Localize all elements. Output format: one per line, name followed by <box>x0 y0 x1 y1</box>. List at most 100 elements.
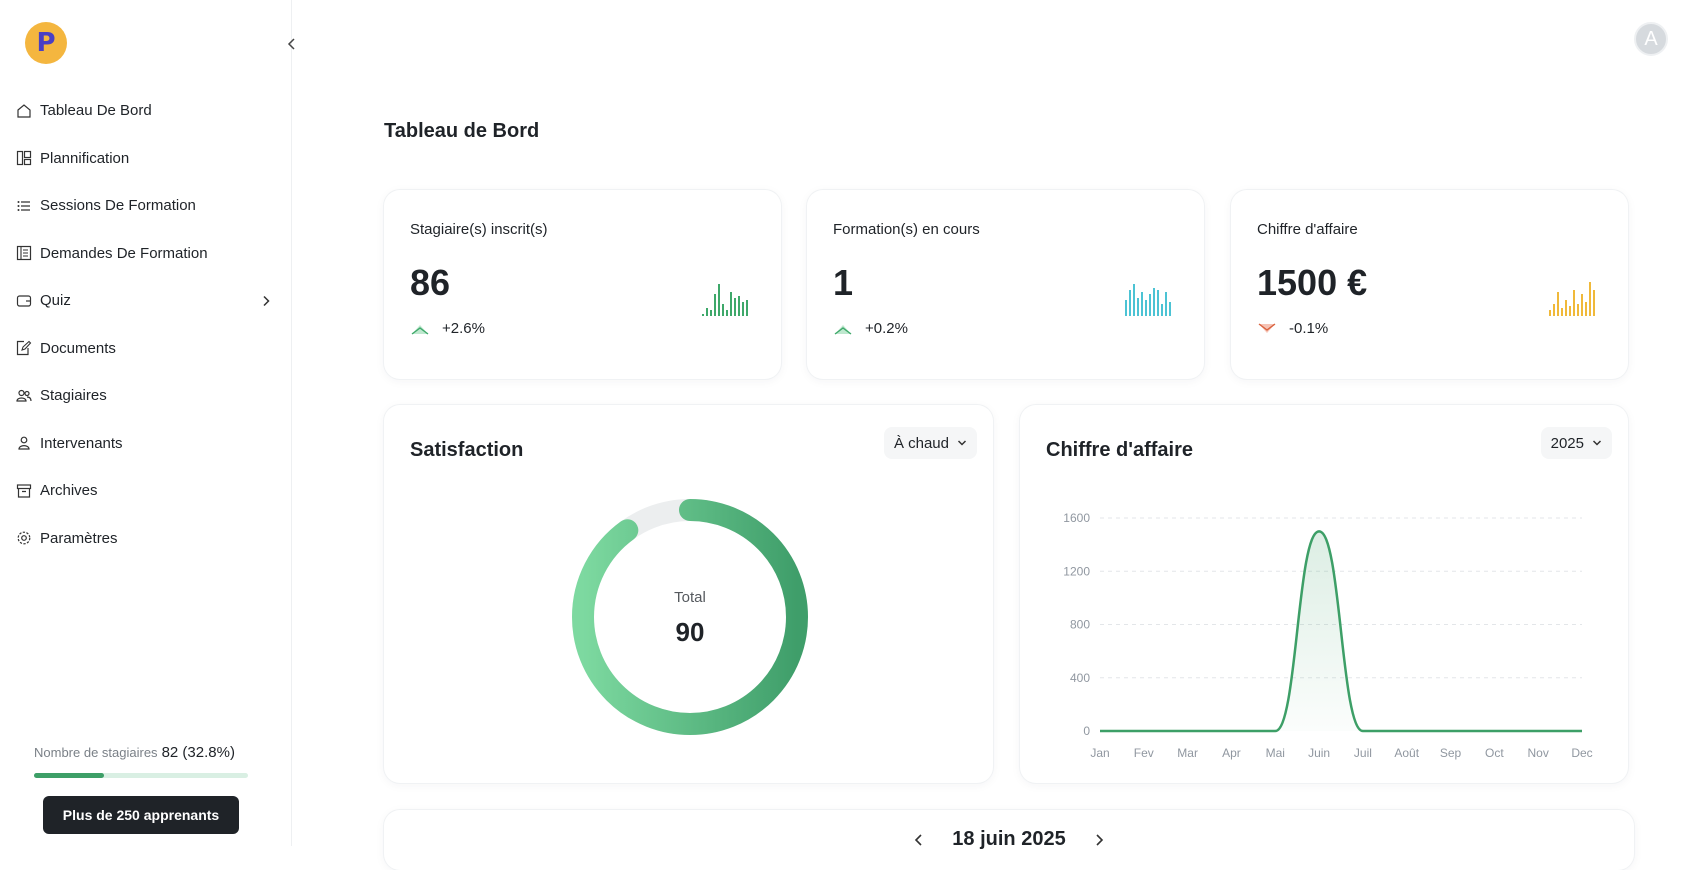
chevron-right-icon[interactable] <box>1092 833 1106 847</box>
kpi-card-revenue: Chiffre d'affaire 1500 € -0.1% <box>1231 190 1628 379</box>
satisfaction-title: Satisfaction <box>410 439 524 461</box>
sidebar-item-label: Tableau De Bord <box>40 102 152 120</box>
kpi-delta-value: +2.6% <box>442 320 485 337</box>
sidebar-item-label: Stagiaires <box>40 387 107 405</box>
year-value: 2025 <box>1550 434 1584 452</box>
home-icon <box>17 103 31 118</box>
user-icon <box>18 436 30 450</box>
revenue-area-chart: 0 400 800 1200 1600 Jan Fev Mar Apr Mai Juin Juil Ao… <box>1063 511 1592 760</box>
kpi-delta-value: -0.1% <box>1289 320 1329 337</box>
list-icon <box>17 200 30 211</box>
x-tick-label: Mai <box>1266 746 1285 760</box>
sparkline-chart <box>1125 284 1171 316</box>
chevron-down-icon <box>1592 440 1602 446</box>
y-tick-label: 1600 <box>1063 511 1090 525</box>
donut-total-value: 90 <box>675 617 705 647</box>
date-navigator: 18 juin 2025 <box>384 828 1634 851</box>
trainee-count-value: 82 (32.8%) <box>161 744 235 761</box>
x-tick-label: Août <box>1394 746 1419 760</box>
satisfaction-card: Satisfaction À chaud Total 90 <box>384 405 993 783</box>
x-tick-label: Oct <box>1485 746 1504 760</box>
sidebar-item-label: Quiz <box>40 292 71 310</box>
collapse-sidebar-button[interactable] <box>282 34 302 54</box>
sidebar-item-demandes-de-formation[interactable]: Demandes De Formation <box>0 230 292 278</box>
kpi-delta: +0.2% <box>833 320 908 337</box>
document-list-icon <box>16 246 32 261</box>
chevron-down-icon <box>957 440 967 446</box>
gear-icon <box>17 531 31 545</box>
sidebar-item-label: Sessions De Formation <box>40 197 196 215</box>
y-tick-label: 0 <box>1083 724 1090 738</box>
current-date: 18 juin 2025 <box>952 828 1066 850</box>
kpi-card-trainees: Stagiaire(s) inscrit(s) 86 +2.6% <box>384 190 781 379</box>
archive-icon <box>16 484 32 498</box>
kpi-value: 1 <box>833 262 854 303</box>
satisfaction-filter-dropdown[interactable]: À chaud <box>883 427 977 459</box>
x-tick-label: Juin <box>1308 746 1330 760</box>
donut-chart <box>572 499 808 735</box>
kpi-card-trainings: Formation(s) en cours 1 +0.2% <box>807 190 1204 379</box>
trend-down-icon <box>1258 322 1276 333</box>
year-dropdown[interactable]: 2025 <box>1540 427 1612 459</box>
app-logo[interactable]: P <box>25 22 67 64</box>
donut-arc <box>572 499 808 735</box>
sidebar-nav: Tableau De Bord Plannification Sessions … <box>0 87 292 562</box>
chevron-left-icon[interactable] <box>912 833 926 847</box>
sidebar-item-stagiaires[interactable]: Stagiaires <box>0 372 292 420</box>
wallet-icon <box>16 295 32 307</box>
sidebar-item-archives[interactable]: Archives <box>0 467 292 515</box>
series-line <box>1100 530 1582 733</box>
trainee-progress-fill <box>34 773 105 778</box>
trend-up-icon <box>411 324 429 335</box>
trainee-progress-bar <box>34 773 248 778</box>
satisfaction-filter-value: À chaud <box>893 434 949 452</box>
sidebar-item-label: Archives <box>40 482 98 500</box>
sidebar-item-parametres[interactable]: Paramètres <box>0 515 292 563</box>
revenue-chart-title: Chiffre d'affaire <box>1046 439 1194 461</box>
promo-badge[interactable]: Plus de 250 apprenants <box>43 796 239 834</box>
kpi-delta: -0.1% <box>1257 320 1328 337</box>
logo-letter: P <box>36 28 56 58</box>
sidebar-item-label: Intervenants <box>40 434 123 452</box>
kpi-delta: +2.6% <box>410 320 485 337</box>
calendar-card: 18 juin 2025 <box>384 810 1634 870</box>
x-tick-label: Mar <box>1177 746 1198 760</box>
sidebar-item-quiz[interactable]: Quiz <box>0 277 292 325</box>
trend-up-icon <box>834 324 852 335</box>
users-icon <box>16 389 32 402</box>
sidebar-item-sessions-de-formation[interactable]: Sessions De Formation <box>0 182 292 230</box>
user-avatar[interactable]: A <box>1634 22 1668 56</box>
kpi-label: Chiffre d'affaire <box>1257 221 1358 238</box>
x-tick-label: Juil <box>1354 746 1372 760</box>
sidebar-item-label: Demandes De Formation <box>40 244 208 262</box>
revenue-chart-card: Chiffre d'affaire 2025 0 400 800 1200 1600 Ja… <box>1020 405 1628 783</box>
x-tick-label: Nov <box>1528 746 1549 760</box>
layout-icon <box>16 151 32 166</box>
sidebar-item-tableau-de-bord[interactable]: Tableau De Bord <box>0 87 292 135</box>
sparkline-chart <box>702 284 748 316</box>
kpi-value: 1500 € <box>1257 262 1368 303</box>
x-tick-label: Apr <box>1222 746 1241 760</box>
sidebar: P Tableau De Bord Plannification Session… <box>0 0 295 846</box>
kpi-label: Stagiaire(s) inscrit(s) <box>410 221 548 238</box>
x-tick-label: Sep <box>1440 746 1462 760</box>
file-edit-icon <box>16 340 32 356</box>
x-tick-label: Dec <box>1571 746 1592 760</box>
sidebar-item-documents[interactable]: Documents <box>0 325 292 373</box>
sidebar-item-intervenants[interactable]: Intervenants <box>0 420 292 468</box>
sidebar-item-plannification[interactable]: Plannification <box>0 135 292 183</box>
kpi-label: Formation(s) en cours <box>833 221 980 238</box>
x-tick-label: Jan <box>1090 746 1109 760</box>
y-tick-label: 400 <box>1070 671 1090 685</box>
trainee-count: Nombre de stagiaires 82 (32.8%) <box>34 744 235 761</box>
chevron-left-icon <box>287 38 295 50</box>
x-tick-label: Fev <box>1134 746 1154 760</box>
page-title: Tableau de Bord <box>384 120 540 142</box>
donut-total-label: Total <box>674 589 706 606</box>
y-tick-label: 1200 <box>1063 564 1090 578</box>
sparkline-chart <box>1549 282 1595 316</box>
sidebar-item-label: Paramètres <box>40 529 118 547</box>
y-tick-label: 800 <box>1070 618 1090 632</box>
satisfaction-donut: Total 90 <box>570 497 810 737</box>
kpi-delta-value: +0.2% <box>865 320 908 337</box>
